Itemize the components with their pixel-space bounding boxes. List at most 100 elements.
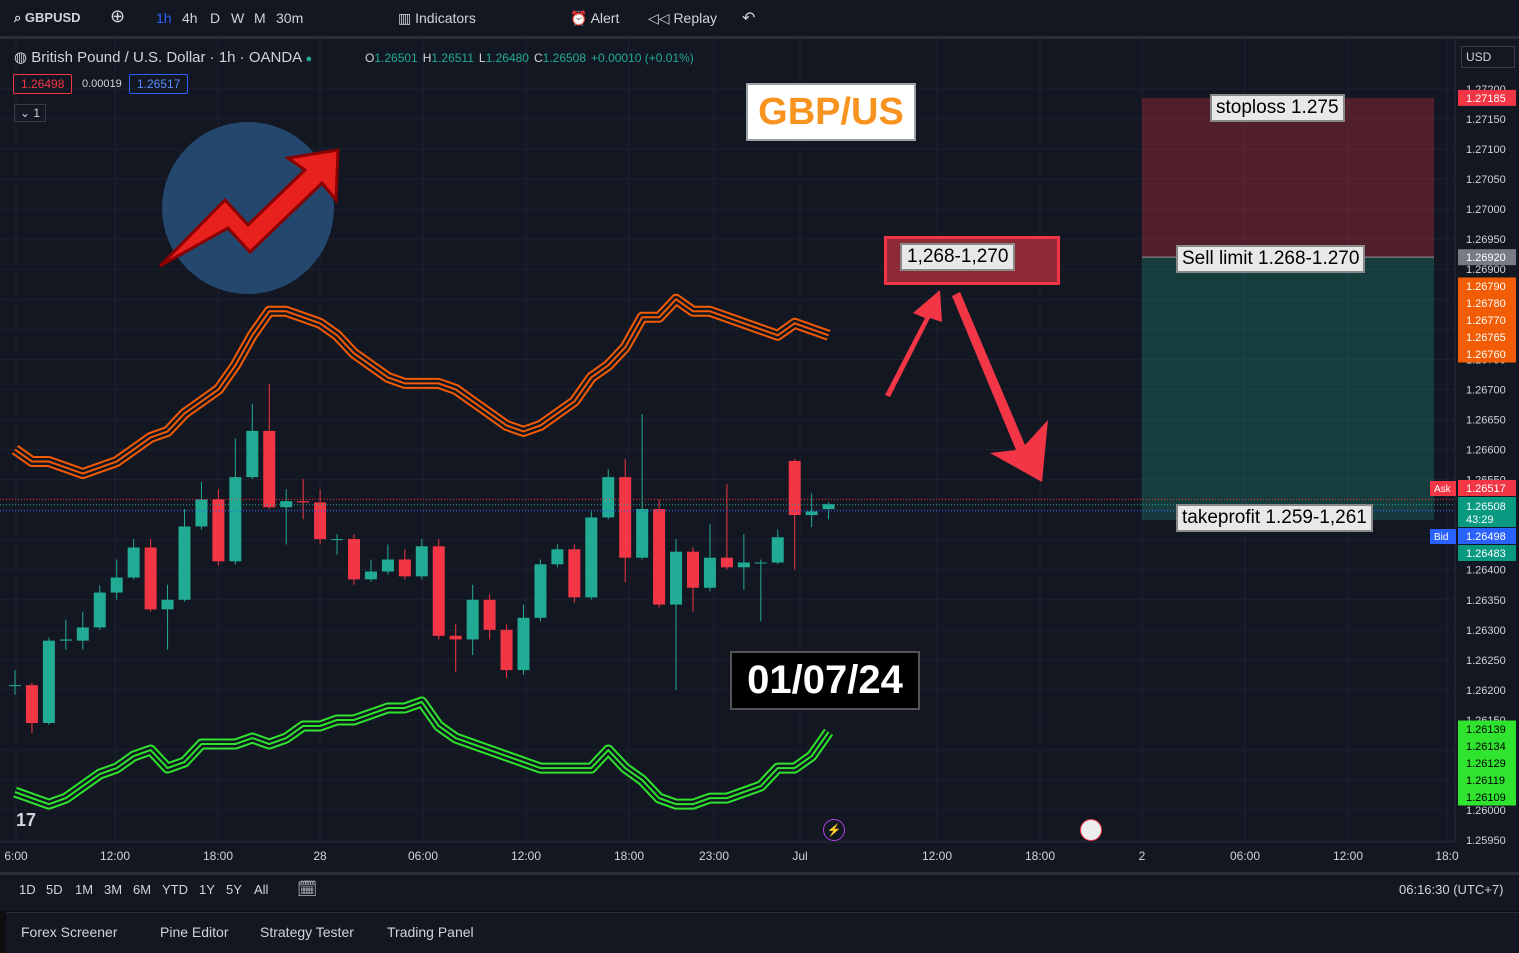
event-icon[interactable]: ⚡ (823, 819, 845, 841)
candle-body (364, 571, 377, 580)
interval[interactable]: M (254, 10, 266, 26)
band-tag-bg (1458, 720, 1516, 738)
pair-label: GBP/US (746, 83, 916, 141)
band-tag-bg (1458, 754, 1516, 772)
tab[interactable]: Pine Editor (160, 924, 229, 940)
candle-body (737, 562, 750, 568)
candle-body (788, 460, 801, 516)
candle-body (161, 599, 174, 610)
band-tag: 1.26770 (1466, 315, 1506, 327)
ohlc-value: 1.26511 (431, 51, 474, 65)
candle-body (822, 504, 835, 510)
y-tick-label: 1.25950 (1466, 835, 1506, 847)
us-flag-icon[interactable] (1080, 819, 1102, 841)
sell-limit-label: Sell limit 1.268-1.270 (1176, 245, 1366, 273)
band-tag-bg (1458, 788, 1516, 806)
spread: 0.00019 (82, 78, 122, 90)
candle-body (263, 430, 276, 508)
tab[interactable]: Strategy Tester (260, 924, 354, 940)
band-tag-bg (1458, 294, 1516, 312)
ohlc: O1.26501 H1.26511 L1.26480 C1.26508 +0.00010… (365, 51, 694, 65)
x-tick-label: 18:0 (1435, 849, 1459, 863)
range-button[interactable]: 3M (104, 882, 123, 897)
bottom-tabs (6, 912, 1519, 953)
candle-body (517, 617, 530, 671)
tab[interactable]: Forex Screener (21, 924, 118, 940)
interval[interactable]: D (210, 10, 221, 26)
y-tick-label: 1.26300 (1466, 625, 1506, 637)
ohlc-value: 1.26501 (374, 51, 418, 65)
candle-body (59, 639, 72, 641)
alert-button[interactable]: ⏰ Alert (570, 10, 620, 26)
range-button[interactable]: 1D (19, 882, 36, 897)
chart-panel: 1.259501.260001.260501.261001.261501.262… (0, 39, 1519, 872)
undo[interactable]: ↶ (742, 10, 756, 27)
candle-body (703, 557, 716, 588)
lower-band (14, 700, 830, 806)
replay-button[interactable]: ◁◁ Replay (648, 10, 718, 26)
range-button[interactable]: 6M (133, 882, 152, 897)
candle-body (110, 577, 123, 593)
range-button[interactable]: 5D (46, 882, 63, 897)
interval[interactable]: 4h (182, 10, 198, 26)
x-tick-label: 12:00 (100, 849, 130, 863)
bid-tag: 1.26498 (1466, 531, 1506, 543)
range-button[interactable]: 5Y (226, 882, 242, 897)
y-tick-label: 1.26250 (1466, 655, 1506, 667)
bid-label: Bid (1434, 532, 1448, 543)
candle-body (585, 517, 598, 598)
last-price: 1.26508 (1466, 501, 1506, 513)
alert-label: Alert (590, 10, 620, 26)
band-tag: 1.26129 (1466, 758, 1506, 770)
range-button[interactable]: 1Y (199, 882, 215, 897)
range-button[interactable]: YTD (162, 882, 188, 897)
symbol-search[interactable]: ⌕ GBPUSD (14, 10, 81, 25)
band-tag: 1.26109 (1466, 792, 1506, 804)
ohlc-value: 1.26508 (542, 51, 587, 65)
x-tick-label: Jul (792, 849, 807, 863)
candle-body (229, 477, 242, 562)
indicator-toggle[interactable]: ⌄ 1 (14, 104, 47, 122)
symbol[interactable]: GBPUSD (24, 10, 81, 25)
candle-body (500, 629, 513, 671)
currency-button[interactable]: USD (1461, 46, 1515, 68)
x-tick-label: 28 (313, 849, 327, 863)
zone-label: 1,268-1,270 (900, 243, 1016, 271)
sell-button[interactable]: 1.26498 (13, 74, 73, 94)
candle-body (432, 546, 445, 636)
candle-body (720, 557, 733, 568)
x-tick-label: 12:00 (511, 849, 541, 863)
y-tick-label: 1.26000 (1466, 805, 1506, 817)
x-tick-label: 18:00 (203, 849, 233, 863)
bid-label-bg (1430, 529, 1456, 544)
candle-body (297, 501, 310, 503)
add-symbol[interactable]: ⊕ (110, 6, 126, 26)
indicators-button[interactable]: ▥ Indicators (398, 10, 476, 26)
logo-arrow (158, 148, 340, 268)
interval[interactable]: 1h (156, 10, 172, 26)
x-tick-label: 12:00 (922, 849, 952, 863)
candle-body (619, 477, 632, 558)
x-tick-label: 18:00 (614, 849, 644, 863)
buy-button[interactable]: 1.26517 (129, 74, 189, 94)
candle-body (93, 592, 106, 628)
range-button[interactable]: All (254, 882, 269, 897)
band-tag-bg (1458, 771, 1516, 789)
band-tag: 1.26760 (1466, 349, 1506, 361)
band-tag: 1.26134 (1466, 741, 1506, 753)
interval[interactable]: W (231, 10, 245, 26)
countdown: 43:29 (1466, 514, 1494, 526)
upper-band (14, 298, 829, 475)
tab[interactable]: Trading Panel (387, 924, 474, 940)
candle-body (771, 537, 784, 563)
interval[interactable]: 30m (276, 10, 304, 26)
candle-body (636, 509, 649, 558)
candle-body (195, 499, 208, 527)
ohlc-key: H (422, 51, 432, 65)
range-button[interactable]: 1M (75, 882, 94, 897)
candle-body (568, 549, 581, 598)
indicators-label: Indicators (415, 10, 476, 26)
date-range-icon[interactable]: 🗓 (297, 881, 318, 898)
entry-tag-bg (1458, 249, 1516, 266)
y-tick-label: 1.26600 (1466, 445, 1506, 457)
